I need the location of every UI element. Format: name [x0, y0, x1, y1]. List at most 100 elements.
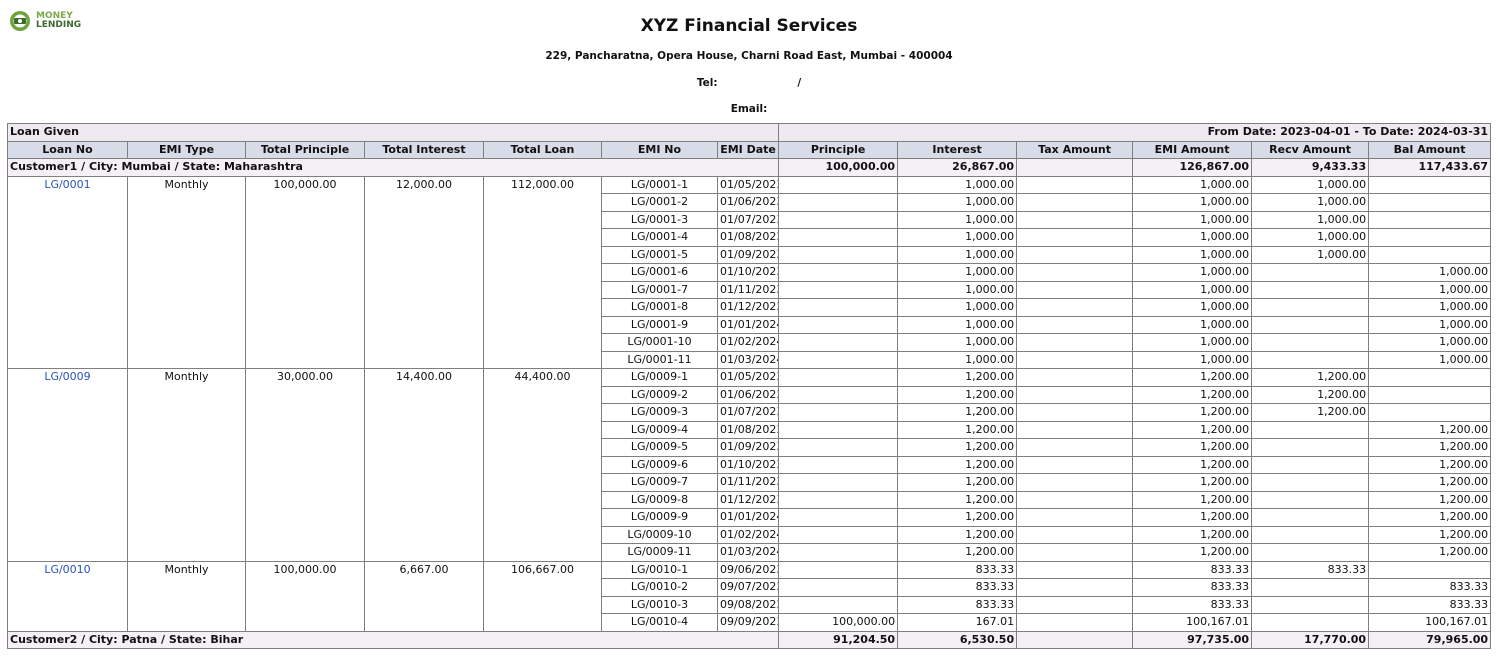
emi-tax-amount: [1016, 385, 1134, 404]
emi-row: LG/0009-6 01/10/2023 1,200.00 1,200.00 1,200…: [8, 455, 1492, 474]
column-header-bal-amount: Bal Amount: [1368, 140, 1492, 159]
emi-tax-amount: [1016, 193, 1134, 212]
loan-no-link[interactable]: LG/0009: [7, 368, 128, 562]
emi-recv-amount: 833.33: [1251, 560, 1370, 579]
emi-recv-amount: 1,000.00: [1251, 228, 1370, 247]
emi-amount: 1,200.00: [1132, 543, 1253, 562]
emi-amount: 1,200.00: [1132, 420, 1253, 439]
emi-principle: [778, 455, 899, 474]
emi-tax-amount: [1016, 438, 1134, 457]
emi-tax-amount: [1016, 315, 1134, 334]
emi-no: LG/0009-6: [601, 455, 718, 474]
logo-line1: MONEY: [36, 11, 73, 21]
emi-tax-amount: [1016, 245, 1134, 264]
group-recv-amount: 17,770.00: [1251, 630, 1370, 649]
emi-bal-amount: 1,200.00: [1368, 420, 1492, 439]
emi-recv-amount: [1251, 525, 1370, 544]
emi-interest: 1,200.00: [897, 420, 1018, 439]
emi-bal-amount: [1368, 385, 1492, 404]
emi-bal-amount: 1,200.00: [1368, 455, 1492, 474]
emi-no: LG/0009-7: [601, 473, 718, 492]
emi-amount: 1,200.00: [1132, 490, 1253, 509]
emi-tax-amount: [1016, 508, 1134, 527]
emi-recv-amount: 1,200.00: [1251, 368, 1370, 387]
total-loan: 44,400.00: [483, 368, 602, 562]
emi-date: 01/11/2023: [716, 280, 780, 299]
emi-tax-amount: [1016, 613, 1134, 632]
emi-date: 01/05/2023: [716, 368, 780, 387]
emi-tax-amount: [1016, 473, 1134, 492]
emi-principle: [778, 210, 899, 229]
column-header-total-loan: Total Loan: [483, 140, 602, 159]
emi-principle: [778, 175, 899, 194]
loan-report-table: Loan Given From Date: 2023-04-01 - To Da…: [6, 123, 1492, 649]
emi-no: LG/0009-1: [601, 368, 718, 387]
emi-principle: [778, 263, 899, 282]
emi-principle: [778, 543, 899, 562]
group-interest: 6,530.50: [897, 630, 1018, 649]
emi-bal-amount: 1,000.00: [1368, 298, 1492, 317]
emi-no: LG/0001-2: [601, 193, 718, 212]
emi-row: LG/0010-3 09/08/2023 833.33 833.33 833.33: [8, 595, 1492, 614]
emi-no: LG/0001-5: [601, 245, 718, 264]
emi-bal-amount: 1,200.00: [1368, 543, 1492, 562]
emi-date: 09/08/2023: [716, 595, 780, 614]
emi-no: LG/0001-1: [601, 175, 718, 194]
emi-no: LG/0009-4: [601, 420, 718, 439]
emi-no: LG/0009-9: [601, 508, 718, 527]
report-date-range: From Date: 2023-04-01 - To Date: 2024-03…: [778, 123, 1492, 142]
company-email: Email:: [730, 103, 768, 115]
emi-principle: [778, 473, 899, 492]
total-interest: 6,667.00: [364, 560, 484, 632]
tel-separator: /: [797, 77, 802, 89]
emi-amount: 1,200.00: [1132, 508, 1253, 527]
group-principle: 100,000.00: [778, 158, 899, 177]
emi-interest: 1,000.00: [897, 263, 1018, 282]
emi-bal-amount: 833.33: [1368, 578, 1492, 597]
emi-principle: [778, 508, 899, 527]
emi-row: LG/0001-10 01/02/2024 1,000.00 1,000.00 1,00…: [8, 333, 1492, 352]
emi-bal-amount: [1368, 228, 1492, 247]
emi-amount: 1,200.00: [1132, 473, 1253, 492]
emi-date: 01/10/2023: [716, 263, 780, 282]
column-header-total-principle: Total Principle: [245, 140, 365, 159]
emi-date: 01/09/2023: [716, 438, 780, 457]
emi-interest: 1,200.00: [897, 368, 1018, 387]
emi-amount: 1,200.00: [1132, 368, 1253, 387]
group-principle: 91,204.50: [778, 630, 899, 649]
emi-bal-amount: [1368, 245, 1492, 264]
emi-principle: [778, 578, 899, 597]
emi-row: LG/0001-9 01/01/2024 1,000.00 1,000.00 1,000…: [8, 315, 1492, 334]
emi-no: LG/0001-8: [601, 298, 718, 317]
emi-bal-amount: 1,200.00: [1368, 525, 1492, 544]
loan-no-link[interactable]: LG/0001: [7, 175, 128, 369]
emi-bal-amount: 1,000.00: [1368, 263, 1492, 282]
emi-tax-amount: [1016, 490, 1134, 509]
emi-tax-amount: [1016, 228, 1134, 247]
emi-tax-amount: [1016, 280, 1134, 299]
company-logo: MONEY LENDING: [9, 10, 89, 36]
emi-type: Monthly: [127, 368, 246, 562]
loan-no-link[interactable]: LG/0010: [7, 560, 128, 632]
emi-recv-amount: [1251, 578, 1370, 597]
emi-principle: [778, 403, 899, 422]
emi-amount: 1,000.00: [1132, 315, 1253, 334]
customer-group-row: Customer1 / City: Mumbai / State: Mahara…: [6, 158, 1492, 177]
emi-bal-amount: [1368, 175, 1492, 194]
emi-date: 09/09/2023: [716, 613, 780, 632]
total-interest: 12,000.00: [364, 175, 484, 369]
emi-date: 01/03/2024: [716, 543, 780, 562]
emi-interest: 833.33: [897, 595, 1018, 614]
emi-principle: [778, 350, 899, 369]
emi-bal-amount: [1368, 210, 1492, 229]
emi-row: LG/0009-3 01/07/2023 1,200.00 1,200.00 1,200…: [8, 403, 1492, 422]
emi-recv-amount: [1251, 333, 1370, 352]
emi-bal-amount: 100,167.01: [1368, 613, 1492, 632]
emi-bal-amount: 1,000.00: [1368, 333, 1492, 352]
emi-principle: [778, 438, 899, 457]
company-name: XYZ Financial Services: [640, 16, 858, 36]
emi-tax-amount: [1016, 403, 1134, 422]
total-principle: 30,000.00: [245, 368, 365, 562]
emi-bal-amount: 1,200.00: [1368, 508, 1492, 527]
company-address: 229, Pancharatna, Opera House, Charni Ro…: [545, 50, 953, 62]
